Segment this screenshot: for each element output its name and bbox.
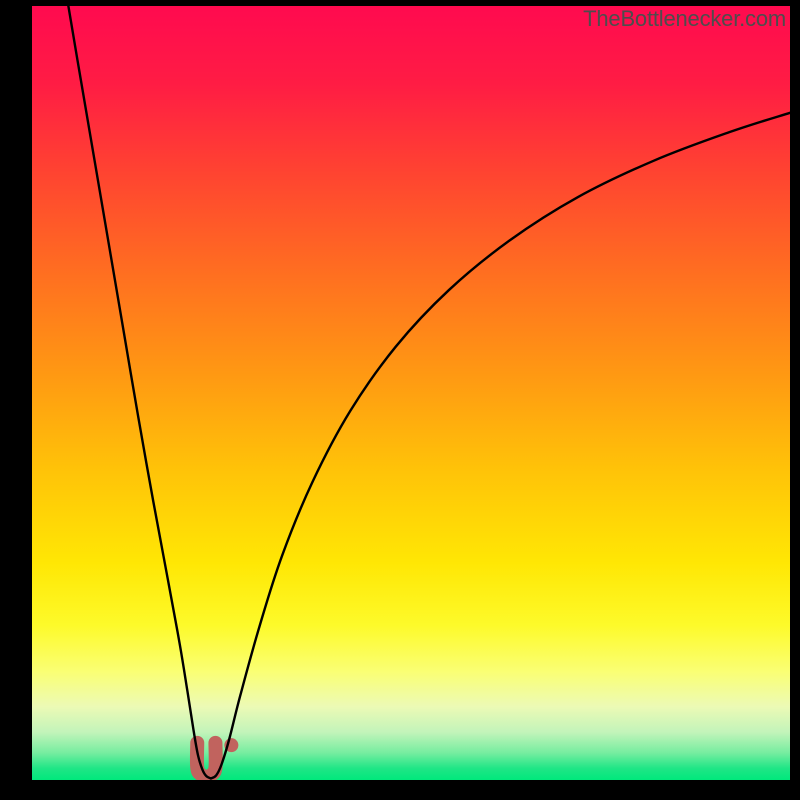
bottleneck-curve-left: [68, 6, 211, 778]
attribution-watermark: TheBottlenecker.com: [583, 6, 786, 32]
plot-area: [32, 6, 790, 780]
chart-frame: TheBottlenecker.com: [0, 0, 800, 800]
curves-svg: [32, 6, 790, 780]
bottleneck-curve-right: [211, 113, 790, 779]
